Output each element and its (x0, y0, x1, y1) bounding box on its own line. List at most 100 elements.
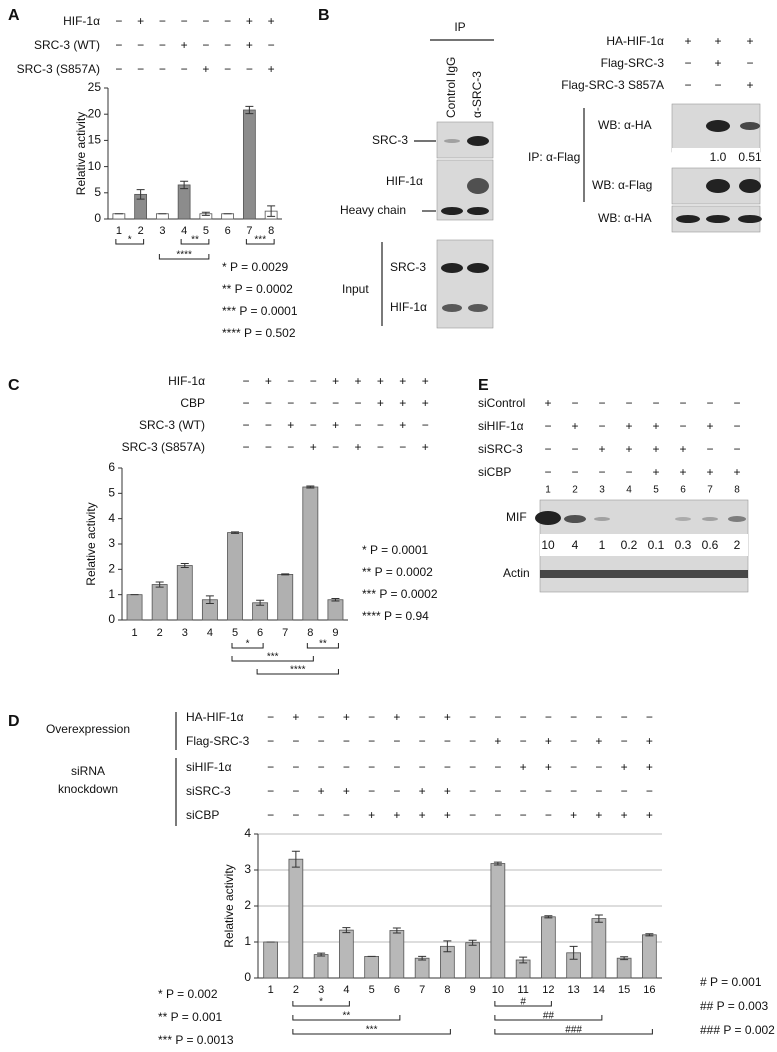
p-value: **** P = 0.502 (222, 326, 296, 340)
error-bar (519, 956, 528, 964)
condition-sign: − (267, 734, 274, 748)
significance-label: ** (342, 1011, 350, 1022)
condition-sign: − (393, 784, 400, 798)
condition-sign: − (343, 760, 350, 774)
p-value: ** P = 0.001 (158, 1010, 222, 1024)
error-bar (155, 581, 164, 588)
condition-sign: − (354, 396, 361, 410)
lane-label: 15 (618, 984, 630, 996)
condition-sign: + (706, 465, 713, 479)
band (441, 263, 463, 273)
condition-sign: + (652, 442, 659, 456)
p-value: *** P = 0.0002 (362, 587, 438, 601)
condition-sign: + (621, 760, 628, 774)
band (594, 517, 610, 521)
condition-sign: + (545, 760, 552, 774)
lane-label: 11 (517, 984, 528, 996)
band (740, 122, 760, 130)
condition-sign: − (684, 56, 691, 70)
significance-label: ### (565, 1025, 582, 1036)
y-tick-label: 6 (108, 460, 115, 474)
condition-sign: + (598, 442, 605, 456)
condition-sign: + (625, 442, 632, 456)
condition-sign: − (733, 442, 740, 456)
condition-sign: − (287, 374, 294, 388)
condition-label: siControl (478, 396, 525, 410)
ratio: 1.0 (710, 150, 727, 164)
lane-label: 3 (182, 627, 188, 639)
column-label: α-SRC-3 (470, 71, 484, 118)
condition-sign: − (318, 710, 325, 724)
y-tick-label: 3 (108, 536, 115, 550)
condition-sign: + (544, 396, 551, 410)
mif-level: 0.3 (675, 538, 692, 552)
row-label: SRC-3 (372, 133, 408, 147)
lane-label: 14 (593, 984, 605, 996)
condition-sign: + (419, 808, 426, 822)
lane-label: 9 (470, 984, 476, 996)
y-tick-label: 0 (108, 612, 115, 626)
ratio-strip (672, 148, 760, 166)
condition-sign: − (265, 396, 272, 410)
error-bar (281, 573, 290, 576)
significance-bracket (231, 656, 314, 662)
bar (591, 918, 607, 979)
lane-label: 5 (653, 485, 659, 496)
lane-label: 16 (643, 984, 655, 996)
condition-label: HIF-1α (63, 14, 100, 28)
condition-sign: + (444, 784, 451, 798)
condition-sign: − (292, 784, 299, 798)
condition-label: SRC-3 (WT) (34, 38, 100, 52)
condition-sign: + (714, 34, 721, 48)
condition-sign: − (595, 710, 602, 724)
condition-sign: − (595, 760, 602, 774)
error-bar (594, 914, 603, 923)
group-label: knockdown (58, 782, 118, 796)
condition-sign: − (393, 734, 400, 748)
condition-sign: + (343, 710, 350, 724)
blot (436, 239, 494, 329)
condition-sign: + (646, 760, 653, 774)
condition-sign: − (469, 734, 476, 748)
condition-sign: − (625, 465, 632, 479)
mif-level: 0.6 (702, 538, 719, 552)
row-label: HIF-1α (390, 300, 427, 314)
lane-label: 6 (394, 984, 400, 996)
condition-label: SRC-3 (S857A) (122, 440, 205, 454)
lane-label: 1 (268, 984, 274, 996)
lane-label: 12 (542, 984, 554, 996)
condition-sign: − (242, 396, 249, 410)
band (706, 215, 730, 223)
condition-sign: + (570, 808, 577, 822)
y-tick-label: 2 (108, 562, 115, 576)
condition-sign: − (444, 760, 451, 774)
p-value: ### P = 0.002 (700, 1023, 775, 1037)
bar (327, 599, 344, 621)
condition-label: siCBP (478, 465, 511, 479)
condition-sign: + (520, 760, 527, 774)
row-label: WB: α-HA (598, 211, 652, 225)
condition-sign: − (368, 734, 375, 748)
condition-sign: − (115, 14, 122, 28)
panel-letter: B (318, 7, 330, 24)
condition-label: HIF-1α (168, 374, 205, 388)
condition-sign: − (318, 760, 325, 774)
condition-sign: − (181, 14, 188, 28)
condition-sign: − (137, 62, 144, 76)
p-value: * P = 0.0029 (222, 260, 288, 274)
condition-sign: − (469, 808, 476, 822)
condition-sign: + (444, 808, 451, 822)
p-value: **** P = 0.94 (362, 609, 429, 623)
condition-sign: − (469, 784, 476, 798)
condition-sign: − (494, 760, 501, 774)
significance-label: ** (319, 639, 327, 650)
lane-label: 5 (232, 627, 238, 639)
condition-sign: + (422, 396, 429, 410)
lane-label: 2 (293, 984, 299, 996)
condition-sign: + (399, 396, 406, 410)
significance-bracket (494, 1029, 653, 1035)
p-value: *** P = 0.0013 (158, 1033, 234, 1047)
error-bar (569, 945, 578, 960)
mif-level: 2 (734, 538, 741, 552)
significance-label: ## (543, 1011, 555, 1022)
